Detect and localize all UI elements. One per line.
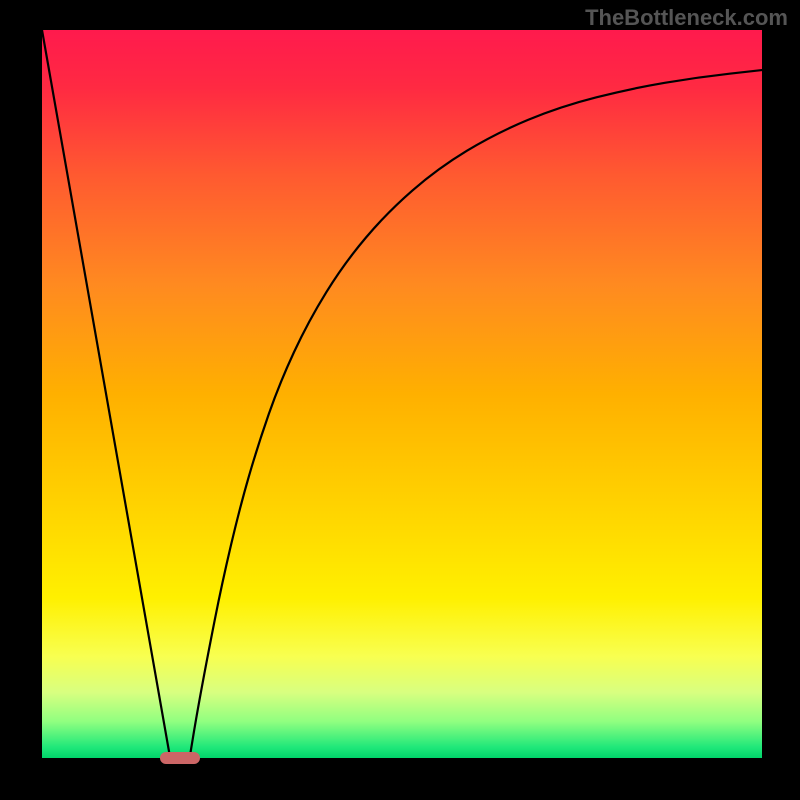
- chart-container: TheBottleneck.com: [0, 0, 800, 800]
- watermark-text: TheBottleneck.com: [585, 5, 788, 31]
- plot-area: [42, 30, 762, 758]
- curve-svg-layer: [42, 30, 762, 758]
- optimum-marker: [160, 752, 200, 764]
